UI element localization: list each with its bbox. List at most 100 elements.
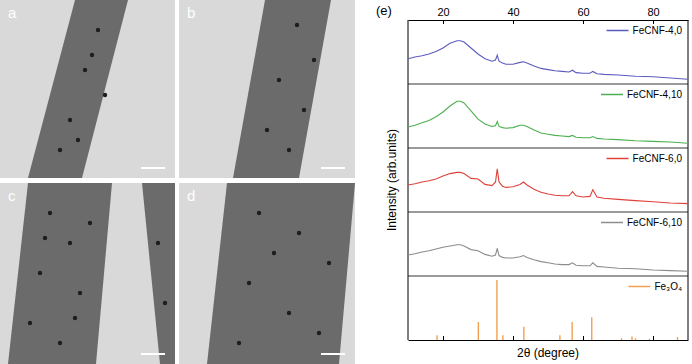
legend-swatch (607, 30, 629, 32)
panel-label: b (187, 4, 195, 21)
nanoparticle (88, 221, 92, 225)
nanoparticle (58, 341, 62, 345)
nanoparticle (295, 23, 299, 27)
legend-swatch (607, 158, 629, 160)
nanoparticle (58, 148, 62, 152)
nanoparticle (317, 331, 321, 335)
tick-mark (583, 336, 584, 340)
y-axis-title: Intensity (arb.units) (385, 129, 399, 231)
tem-background (0, 0, 175, 178)
nanoparticle (96, 28, 100, 32)
panel-label: d (187, 187, 195, 204)
tick: 80 (647, 6, 659, 24)
tick-label: 80 (647, 6, 659, 18)
strip-separator (408, 84, 688, 85)
x-axis-bottom (409, 336, 689, 341)
tick-mark (443, 336, 444, 340)
nanoparticle (68, 241, 72, 245)
legend-label: FeCNF-4,10 (627, 89, 682, 100)
scale-bar (141, 353, 165, 355)
nanoparticle (327, 261, 331, 265)
fiber (8, 183, 112, 364)
tick (513, 336, 514, 340)
nanoparticle (265, 128, 269, 132)
tick (653, 336, 654, 340)
diffraction-peak (523, 327, 524, 340)
tick-label: 60 (577, 6, 589, 18)
figure: ab c d (e) 20 40 60 80 FeCNF-4,0 FeCNF-4,10 FeCNF-… (0, 0, 692, 364)
panel-label: c (8, 187, 16, 204)
frame (408, 20, 409, 340)
nanoparticle (68, 118, 72, 122)
tick-mark (583, 20, 584, 24)
legend-label: Fe₃O₄ (654, 281, 682, 292)
nanoparticle (38, 271, 42, 275)
nanoparticle (83, 68, 87, 72)
legend-swatch (628, 286, 650, 288)
nanoparticle (78, 291, 82, 295)
diffraction-peak (635, 338, 636, 340)
tick (583, 336, 584, 340)
tem-panel: a (0, 0, 175, 178)
diffraction-peak (649, 339, 650, 340)
tick: 60 (577, 6, 589, 24)
fiber (207, 183, 355, 364)
diffraction-peak (591, 317, 592, 340)
axis-line (409, 20, 689, 21)
diffraction-peak (571, 322, 572, 340)
tem-background (179, 0, 355, 178)
legend-swatch (601, 94, 623, 96)
x-axis-top: 20 40 60 80 (409, 6, 689, 24)
tick-label: 40 (507, 6, 519, 18)
diffraction-peak (631, 336, 632, 340)
tick-mark (513, 336, 514, 340)
series-group (408, 169, 688, 204)
strip-separator (408, 212, 688, 213)
nanoparticle (302, 108, 306, 112)
strip-separator (408, 276, 688, 277)
diffraction-peak (677, 337, 678, 340)
legend-entry: Fe₃O₄ (628, 281, 682, 292)
tem-panel: c (0, 183, 175, 364)
nanoparticle (277, 78, 281, 82)
legend-label: FeCNF-4,0 (633, 25, 683, 36)
nanoparticle (76, 138, 80, 142)
nanoparticle (73, 316, 77, 320)
series-group (437, 280, 677, 340)
nanoparticle (103, 93, 107, 97)
legend-entry: FeCNF-4,0 (607, 25, 683, 36)
nanoparticle (247, 281, 251, 285)
xrd-pattern (408, 41, 688, 79)
frame (688, 20, 689, 340)
strip-separator (408, 148, 688, 149)
legend-entry: FeCNF-6,0 (607, 153, 683, 164)
fiber (233, 0, 331, 178)
nanoparticle (163, 301, 167, 305)
nanoparticle (156, 241, 160, 245)
tem-panel: b (179, 0, 355, 178)
tick-label: 20 (437, 6, 449, 18)
scale-bar (321, 353, 345, 355)
tick-mark (653, 336, 654, 340)
nanoparticle (237, 341, 241, 345)
nanoparticle (90, 53, 94, 57)
fiber (142, 183, 175, 364)
panel-title: (e) (376, 3, 392, 18)
tick-mark (653, 20, 654, 24)
scale-bar (321, 167, 345, 169)
diffraction-peak (436, 335, 437, 340)
tick: 40 (507, 6, 519, 24)
nanoparticle (287, 311, 291, 315)
nanoparticle (297, 231, 301, 235)
tem-background (179, 183, 355, 364)
tick-mark (443, 20, 444, 24)
xrd-pattern (408, 245, 688, 271)
legend-label: FeCNF-6,10 (627, 217, 682, 228)
series-group (408, 245, 688, 271)
xrd-pattern (408, 169, 688, 204)
diffraction-peak (502, 335, 503, 340)
diffraction-peak (478, 322, 479, 340)
nanoparticle (312, 58, 316, 62)
legend-label: FeCNF-6,0 (633, 153, 683, 164)
nanoparticle (48, 211, 52, 215)
